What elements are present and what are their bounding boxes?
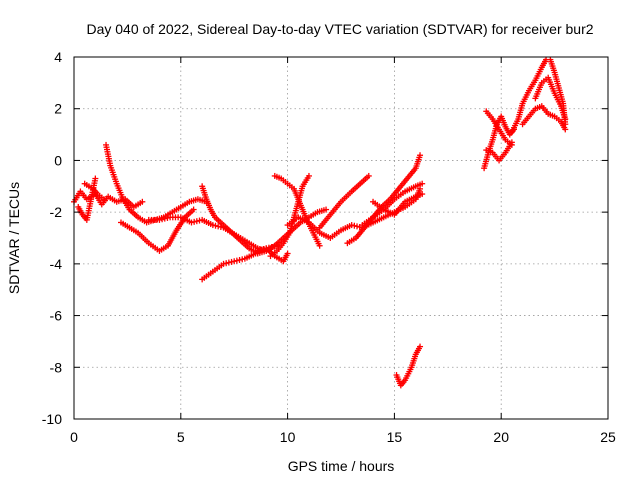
data-point [316,242,323,249]
x-tick-label: 0 [70,429,78,445]
x-tick-label: 25 [600,429,616,445]
data-point [365,172,372,179]
data-point [562,126,569,133]
data-point [508,139,515,146]
y-tick-label: 0 [54,152,62,168]
x-tick-label: 15 [387,429,403,445]
y-tick-label: 2 [54,101,62,117]
y-axis-label: SDTVAR / TECUs [6,182,22,294]
data-point [305,172,312,179]
axis-ticks [73,56,609,420]
data-point [139,198,146,205]
x-tick-label: 20 [493,429,509,445]
chart-title: Day 040 of 2022, Sidereal Day-to-day VTE… [86,21,593,37]
x-tick-label: 5 [177,429,185,445]
x-tick-labels: 0 5 10 15 20 25 [70,429,616,445]
y-tick-label: -2 [50,204,63,220]
y-tick-label: -6 [50,308,63,324]
data-point [419,180,426,187]
y-tick-label: 4 [54,49,62,65]
data-point [284,250,291,257]
data-point [419,191,426,198]
data-point [323,206,330,213]
x-axis-label: GPS time / hours [288,458,395,474]
x-tick-label: 10 [280,429,296,445]
data-point [562,116,569,123]
y-tick-label: -4 [50,256,63,272]
data-points [71,56,569,389]
plot-frame [73,56,609,420]
y-tick-label: -10 [42,411,62,427]
y-tick-labels: 4 2 0 -2 -4 -6 -8 -10 [42,49,62,427]
data-point [417,152,424,159]
data-point [92,175,99,182]
data-point [417,343,424,350]
data-point [190,206,197,213]
data-point [100,196,107,203]
y-tick-label: -8 [50,359,63,375]
grid-layer [74,57,608,419]
